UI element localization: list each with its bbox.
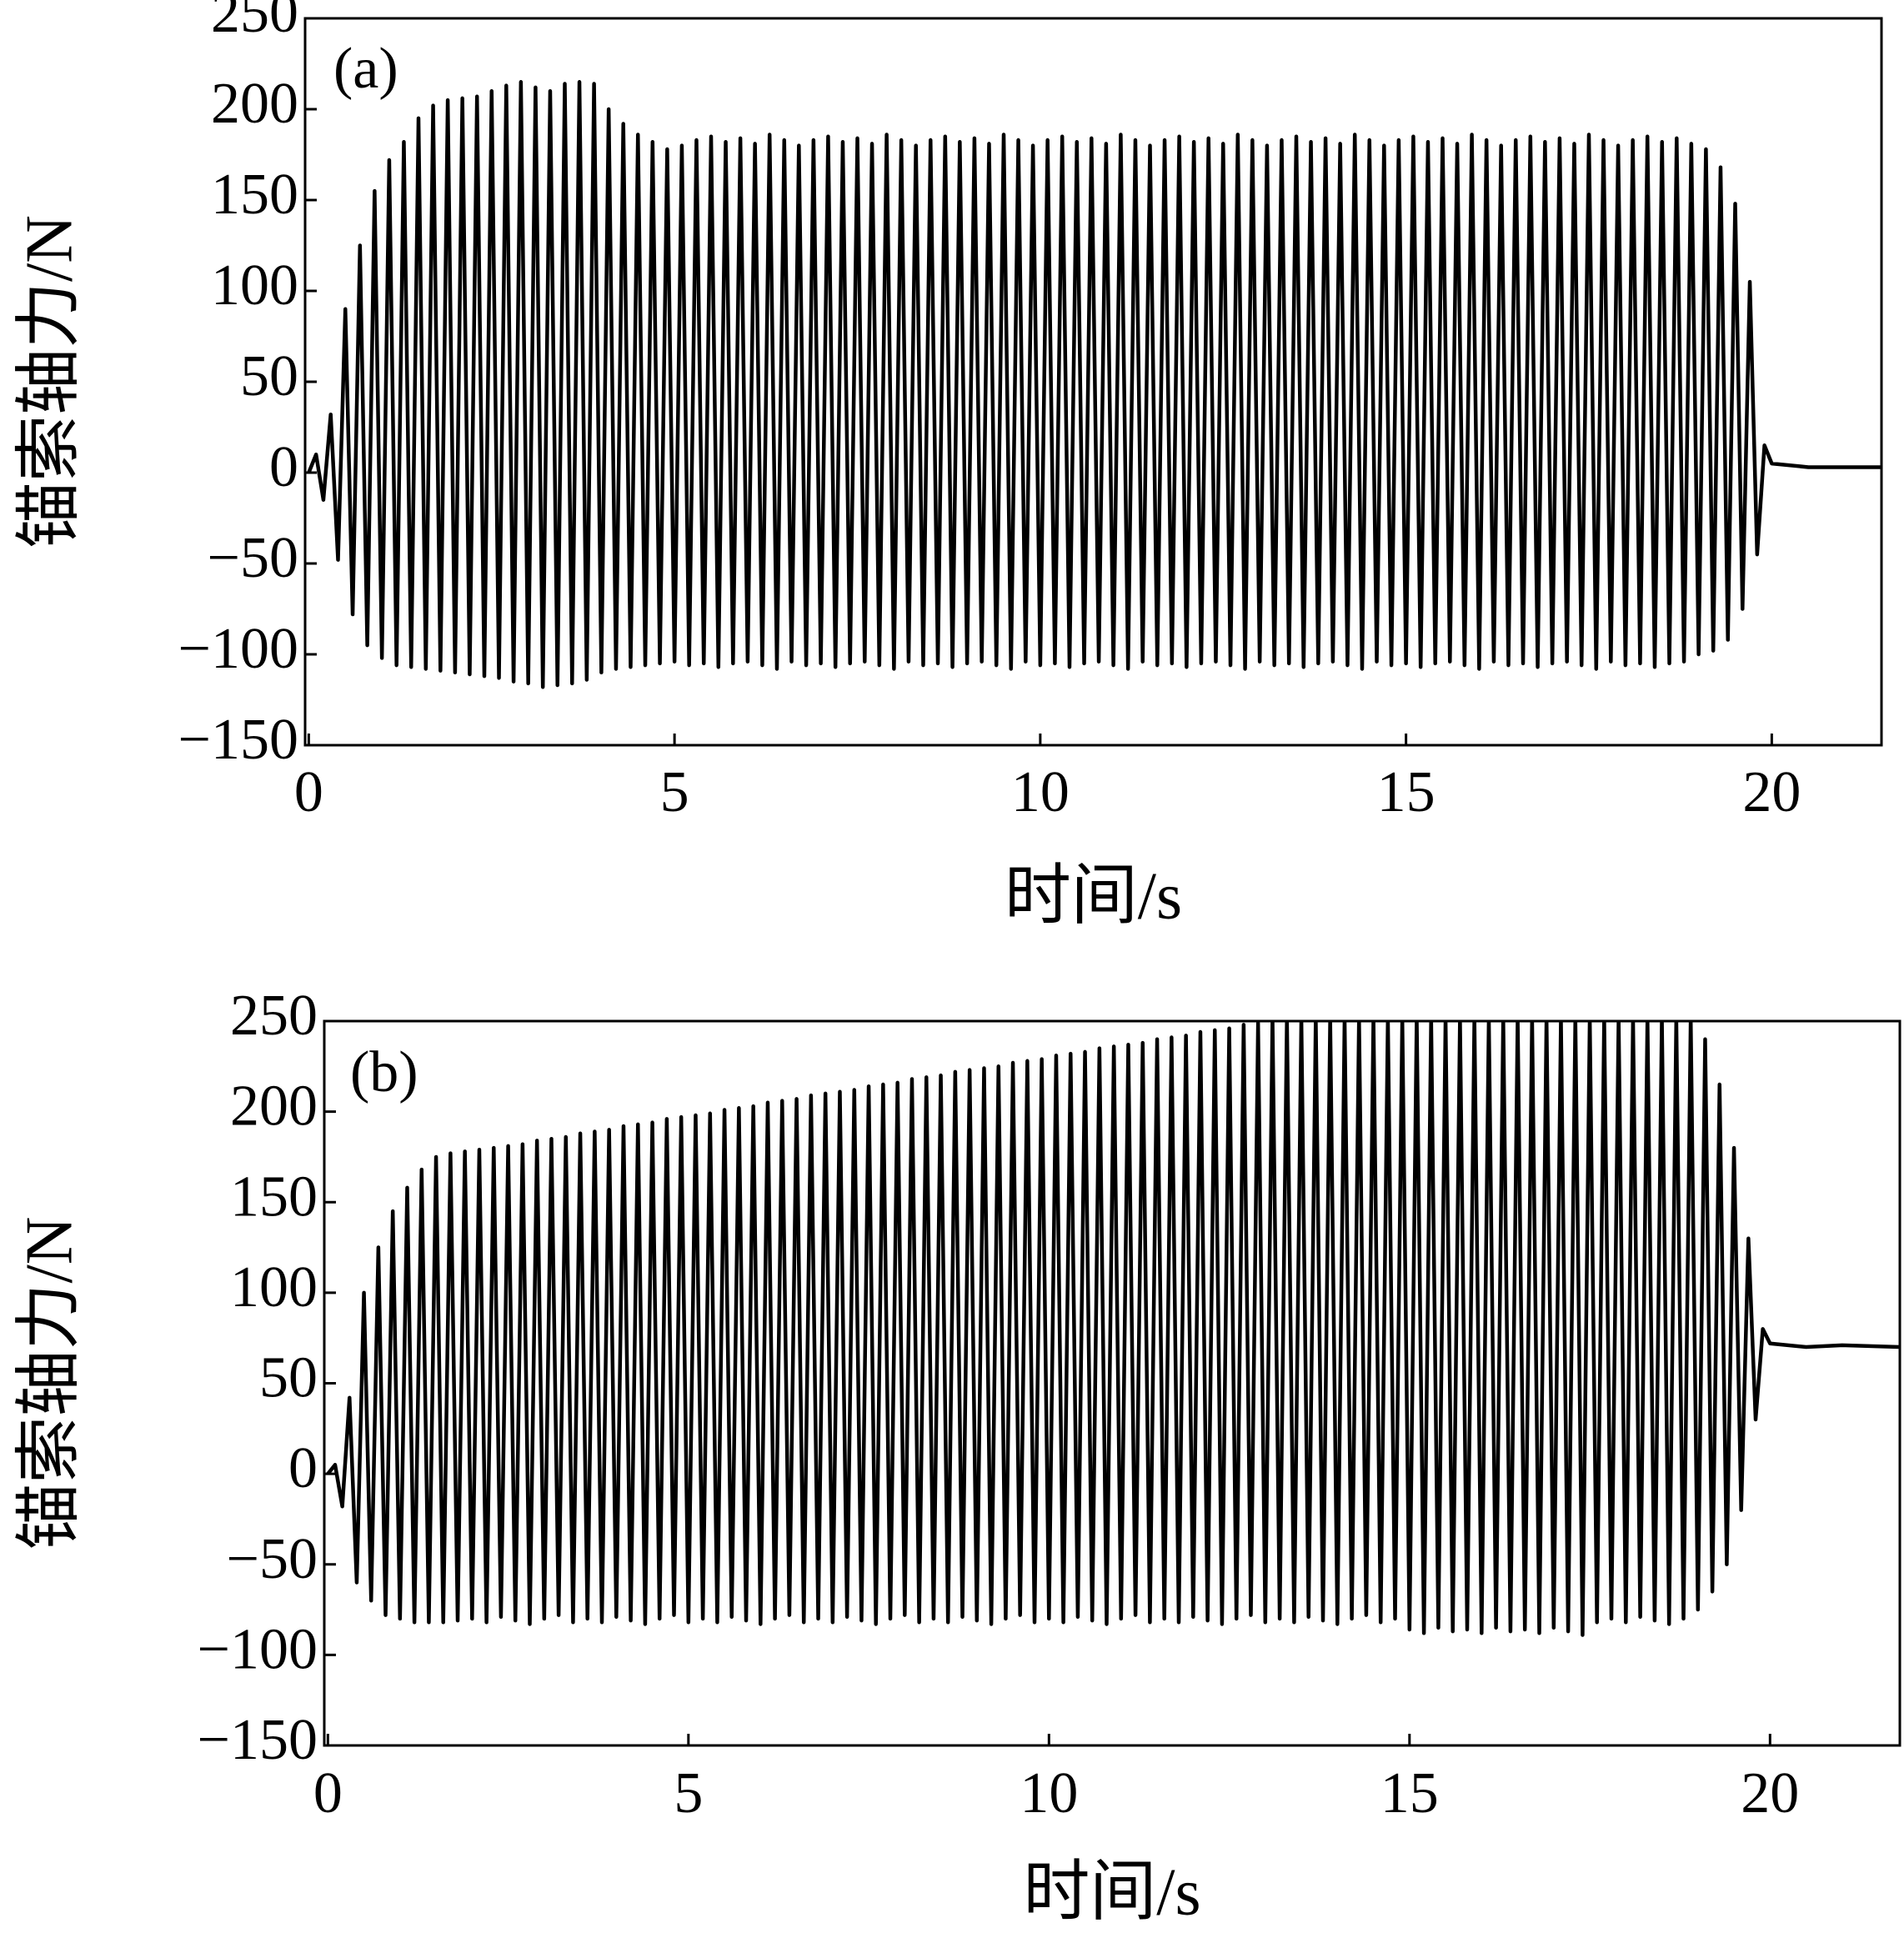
x-tick-label: 15 (1380, 1761, 1439, 1825)
subplot: −150 −100 −50 0 50 100 150 200 250 0 5 10 15 20 (b) 时间/… (13, 984, 1901, 1929)
y-tick-label: −50 (208, 526, 298, 590)
y-tick-label: −50 (227, 1527, 318, 1591)
y-tick-label: 150 (230, 1164, 318, 1229)
x-tick-label: 5 (674, 1761, 703, 1825)
data-line (326, 1021, 1900, 1637)
y-tick-label: 250 (211, 0, 298, 45)
x-tick-label: 20 (1741, 1761, 1799, 1825)
y-tick-label: −100 (178, 617, 298, 681)
y-tick-label: 100 (211, 253, 298, 318)
x-axis-label: 时间/s (1023, 1855, 1200, 1929)
y-tick-label: −100 (198, 1617, 318, 1681)
y-tick-label: 0 (269, 435, 298, 499)
x-tick-label: 0 (294, 760, 323, 824)
x-tick-label: 5 (660, 760, 689, 824)
y-tick-label: −150 (198, 1708, 318, 1772)
y-tick-label: 150 (211, 163, 298, 227)
y-tick-label: 50 (259, 1346, 318, 1410)
x-tick-label: 20 (1742, 760, 1801, 824)
y-tick-label: 0 (288, 1436, 318, 1500)
y-tick-label: 200 (211, 72, 298, 136)
panel-label: (a) (333, 37, 398, 101)
subplot: −150 −100 −50 0 50 100 150 200 250 0 5 10 15 20 (a) 时间/… (13, 0, 1883, 933)
x-tick-label: 15 (1377, 760, 1436, 824)
y-axis-label: 锚索轴力/N (13, 1217, 86, 1550)
y-tick-label: 200 (230, 1074, 318, 1139)
x-tick-label: 10 (1020, 1761, 1078, 1825)
y-tick-label: −150 (178, 708, 298, 772)
x-axis-label: 时间/s (1005, 859, 1182, 933)
y-axis-label: 锚索轴力/N (13, 215, 86, 548)
y-tick-label: 250 (230, 984, 318, 1048)
data-line (307, 80, 1881, 689)
y-tick-label: 50 (240, 344, 298, 408)
x-tick-label: 10 (1011, 760, 1070, 824)
x-tick-label: 0 (313, 1761, 343, 1825)
panel-label: (b) (350, 1040, 418, 1104)
y-tick-label: 100 (230, 1255, 318, 1320)
